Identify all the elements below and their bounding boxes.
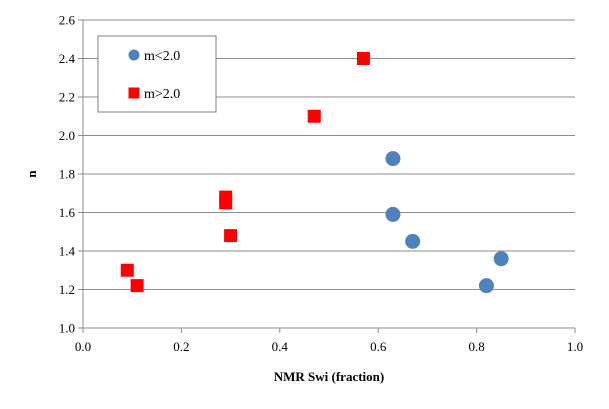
axes <box>78 19 576 333</box>
data-point-square <box>356 52 370 65</box>
data-point-square <box>130 279 144 293</box>
y-tick-label: 2.4 <box>59 51 76 66</box>
y-tick-label: 2.2 <box>59 90 75 105</box>
data-point-circle <box>405 233 421 249</box>
data-point-square <box>224 229 238 243</box>
y-tick-label: 1.4 <box>59 244 76 259</box>
x-tick-label: 1.0 <box>567 339 583 354</box>
data-point-square <box>219 196 233 210</box>
x-axis-title: NMR Swi (fraction) <box>274 369 384 384</box>
y-tick-label: 1.6 <box>59 205 76 220</box>
data-point-square <box>120 263 134 277</box>
legend-label-m-gt-2: m>2.0 <box>144 87 180 102</box>
y-tick-label: 1.0 <box>59 321 75 336</box>
data-point-circle <box>493 251 509 267</box>
y-tick-label: 2.6 <box>59 13 76 28</box>
x-tick-label: 0.0 <box>75 339 91 354</box>
data-point-circle <box>385 151 401 167</box>
legend-box <box>97 35 217 113</box>
data-point-square <box>307 109 321 123</box>
x-tick-labels: 0.0 0.2 0.4 0.6 0.8 1.0 <box>75 339 583 354</box>
x-tick-label: 0.8 <box>468 339 484 354</box>
y-tick-labels: 1.0 1.2 1.4 1.6 1.8 2.0 2.2 2.4 2.6 <box>59 13 76 336</box>
data-points <box>120 52 509 294</box>
x-tick-label: 0.4 <box>272 339 289 354</box>
y-tick-label: 1.2 <box>59 282 75 297</box>
legend-label-m-lt-2: m<2.0 <box>144 49 180 64</box>
data-point-circle <box>385 206 401 222</box>
data-point-circle <box>478 278 494 294</box>
y-tick-label: 1.8 <box>59 167 75 182</box>
y-axis-title: n <box>24 170 39 178</box>
x-tick-label: 0.2 <box>173 339 189 354</box>
legend: m<2.0 m>2.0 <box>97 35 217 113</box>
x-tick-label: 0.6 <box>370 339 387 354</box>
y-tick-label: 2.0 <box>59 128 75 143</box>
legend-marker-m-lt-2 <box>128 49 140 61</box>
legend-marker-m-gt-2 <box>128 87 140 99</box>
